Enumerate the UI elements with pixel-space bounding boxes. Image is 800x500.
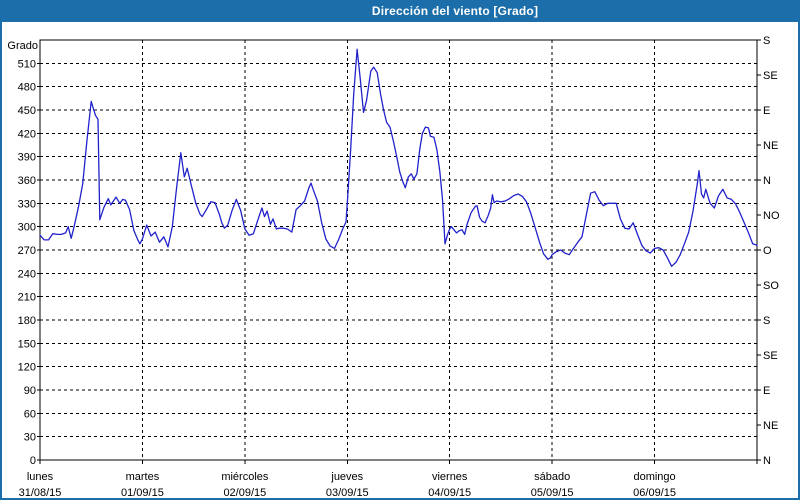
y-right-tick-label: E [763, 105, 770, 117]
y-axis-unit-label: Grado [7, 40, 38, 52]
x-day-label: domingo [633, 471, 675, 483]
y-left-tick-label: 150 [18, 338, 36, 350]
y-right-tick-label: O [763, 245, 772, 257]
y-left-tick-label: 360 [18, 175, 36, 187]
y-left-tick-label: 270 [18, 245, 36, 257]
y-left-tick-label: 120 [18, 362, 36, 374]
y-left-tick-label: 330 [18, 198, 36, 210]
y-left-tick-label: 420 [18, 128, 36, 140]
y-right-tick-label: SE [763, 350, 778, 362]
y-right-tick-label: NO [763, 210, 780, 222]
y-left-tick-label: 90 [24, 385, 36, 397]
y-right-tick-label: SO [763, 280, 779, 292]
x-date-label: 06/09/15 [633, 487, 676, 499]
y-right-tick-label: E [763, 385, 770, 397]
x-day-label: viernes [432, 471, 468, 483]
plot-border [39, 39, 758, 461]
x-date-label: 01/09/15 [121, 487, 164, 499]
y-right-tick-label: NE [763, 140, 778, 152]
y-left-tick-label: 480 [18, 82, 36, 94]
title-bar: Dirección del viento [Grado] [0, 0, 800, 22]
x-day-label: miércoles [221, 471, 269, 483]
y-right-tick-label: S [763, 315, 770, 327]
series-line-wind-direction [39, 48, 758, 267]
x-date-label: 03/09/15 [326, 487, 369, 499]
y-left-tick-label: 0 [30, 455, 36, 467]
y-left-tick-label: 300 [18, 222, 36, 234]
x-date-label: 31/08/15 [19, 487, 62, 499]
y-left-tick-label: 30 [24, 432, 36, 444]
y-right-tick-label: N [763, 455, 771, 467]
x-day-label: lunes [27, 471, 54, 483]
x-day-label: martes [126, 471, 160, 483]
x-day-label: sábado [534, 471, 570, 483]
y-left-tick-label: 60 [24, 408, 36, 420]
x-day-label: jueves [330, 471, 363, 483]
x-date-label: 05/09/15 [531, 487, 574, 499]
y-right-tick-label: S [763, 35, 770, 47]
y-left-tick-label: 390 [18, 152, 36, 164]
y-left-tick-label: 210 [18, 292, 36, 304]
window-title: Dirección del viento [Grado] [371, 4, 539, 18]
y-left-tick-label: 180 [18, 315, 36, 327]
y-right-tick-label: N [763, 175, 771, 187]
x-date-label: 02/09/15 [223, 487, 266, 499]
y-left-tick-label: 450 [18, 105, 36, 117]
y-right-tick-label: NE [763, 420, 778, 432]
y-right-tick-label: SE [763, 70, 778, 82]
y-left-tick-label: 510 [18, 58, 36, 70]
y-left-tick-label: 240 [18, 268, 36, 280]
x-date-label: 04/09/15 [428, 487, 471, 499]
